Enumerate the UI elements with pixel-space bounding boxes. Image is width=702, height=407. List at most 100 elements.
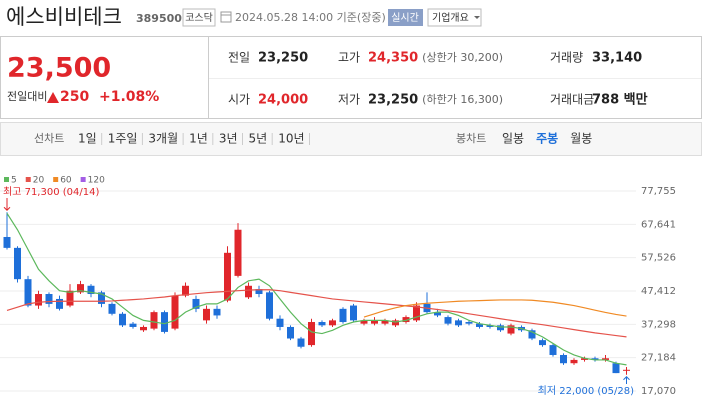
- up-triangle: [47, 92, 59, 103]
- current-price: 23,500: [7, 53, 111, 84]
- candle-body: [360, 320, 368, 324]
- stat-value: 24,000: [258, 93, 308, 108]
- candle-body: [255, 289, 263, 295]
- low-annotation: 최저 22,000 (05/28): [538, 385, 634, 397]
- candle-body: [129, 323, 137, 327]
- candle-body: [507, 325, 515, 334]
- legend-label: 60: [60, 176, 72, 186]
- period-tab[interactable]: 3년: [219, 132, 238, 146]
- y-tick-label: 37,298: [641, 319, 676, 330]
- candle-body: [77, 284, 84, 293]
- candle-body: [539, 340, 546, 346]
- candle-body: [140, 326, 147, 331]
- stock-name: 에스비비테크: [6, 5, 122, 29]
- stat-sub: (상한가 30,200): [422, 51, 503, 64]
- candle-body: [581, 358, 588, 360]
- ma-line: [363, 299, 627, 318]
- period-tab[interactable]: 10년: [278, 132, 304, 146]
- change-rate: +1.08%: [99, 89, 159, 105]
- candle-body: [612, 363, 620, 374]
- candle-body: [66, 290, 74, 306]
- stat-label: 시가: [228, 93, 250, 107]
- stock-code: 389500: [136, 12, 182, 25]
- stat-value: 33,140: [592, 51, 642, 66]
- market-text: 코스닥: [185, 12, 213, 24]
- candle-body: [434, 312, 441, 316]
- candle-body: [56, 298, 63, 309]
- candle-body: [308, 322, 315, 346]
- candle-body: [45, 294, 53, 304]
- tab-label: 봉차트: [456, 132, 486, 145]
- datetime: 2024.05.28 14:00 기준(장중): [235, 11, 386, 24]
- candle-body: [287, 326, 294, 339]
- candle-tab[interactable]: 일봉: [502, 132, 524, 146]
- period-tab[interactable]: 3개월: [148, 132, 178, 146]
- legend-swatch: [25, 177, 31, 182]
- candle-body: [108, 303, 116, 314]
- company-info-button[interactable]: [427, 8, 482, 27]
- stat-value: 23,250: [258, 51, 308, 66]
- period-tab[interactable]: 1주일: [108, 132, 138, 146]
- realtime-badge[interactable]: [388, 9, 423, 26]
- low-arrow: [623, 376, 630, 384]
- stat-label: 거래량: [550, 51, 583, 65]
- calendar-icon: [220, 11, 232, 23]
- stat-label: 전일: [228, 51, 250, 65]
- candle-body: [381, 320, 389, 324]
- legend-label: 120: [88, 176, 105, 186]
- candle-body: [371, 320, 378, 324]
- legend-swatch: [4, 177, 9, 182]
- candle-body: [497, 325, 504, 331]
- candle-body: [570, 359, 578, 364]
- period-tab[interactable]: 5년: [249, 132, 268, 146]
- candle-body: [549, 345, 557, 355]
- y-tick-label: 57,526: [641, 253, 676, 264]
- candle-body: [213, 308, 221, 316]
- candle-body: [486, 325, 494, 327]
- candle-body: [297, 338, 305, 347]
- candle-body: [35, 294, 42, 306]
- summary-box: [0, 36, 702, 119]
- legend-swatch: [53, 177, 59, 182]
- legend-label: 20: [33, 176, 45, 186]
- change-amount: 250: [60, 89, 89, 105]
- candle-body: [623, 369, 630, 371]
- y-tick-label: 77,755: [641, 186, 676, 197]
- y-tick-label: 17,070: [641, 386, 676, 397]
- candle-body: [392, 320, 399, 326]
- candle-body: [203, 308, 210, 321]
- candle-body: [560, 354, 567, 364]
- legend-label: 5: [11, 176, 17, 186]
- candle-body: [339, 308, 347, 323]
- market-badge: [182, 8, 216, 27]
- candle-body: [266, 292, 273, 319]
- y-tick-label: 27,184: [641, 353, 676, 364]
- high-annotation: 최고 71,300 (04/14): [3, 186, 99, 198]
- high-arrow: [3, 198, 11, 211]
- candle-body: [318, 322, 326, 326]
- candle-tab[interactable]: 월봉: [570, 132, 592, 146]
- stat-label: 고가: [338, 51, 360, 65]
- stat-label: 거래대금: [550, 93, 594, 107]
- stat-label: 저가: [338, 93, 360, 107]
- candle-body: [245, 285, 252, 298]
- candle-body: [182, 285, 189, 296]
- candle-body: [234, 229, 242, 276]
- candle-body: [150, 312, 158, 329]
- candle-tab[interactable]: 주봉: [536, 132, 558, 146]
- ma-line: [6, 289, 627, 338]
- ma-line: [6, 212, 627, 366]
- candle-body: [528, 330, 536, 339]
- change-label: 전일대비: [7, 89, 47, 103]
- candle-body: [119, 313, 126, 326]
- candle-body: [476, 323, 483, 327]
- period-tab[interactable]: 1년: [189, 132, 208, 146]
- dropdown-caret: [474, 16, 480, 19]
- period-tab[interactable]: 1일: [78, 132, 97, 146]
- tab-bar: [0, 122, 702, 156]
- candle-body: [444, 317, 452, 324]
- candle-body: [192, 298, 200, 309]
- candle-body: [171, 295, 179, 329]
